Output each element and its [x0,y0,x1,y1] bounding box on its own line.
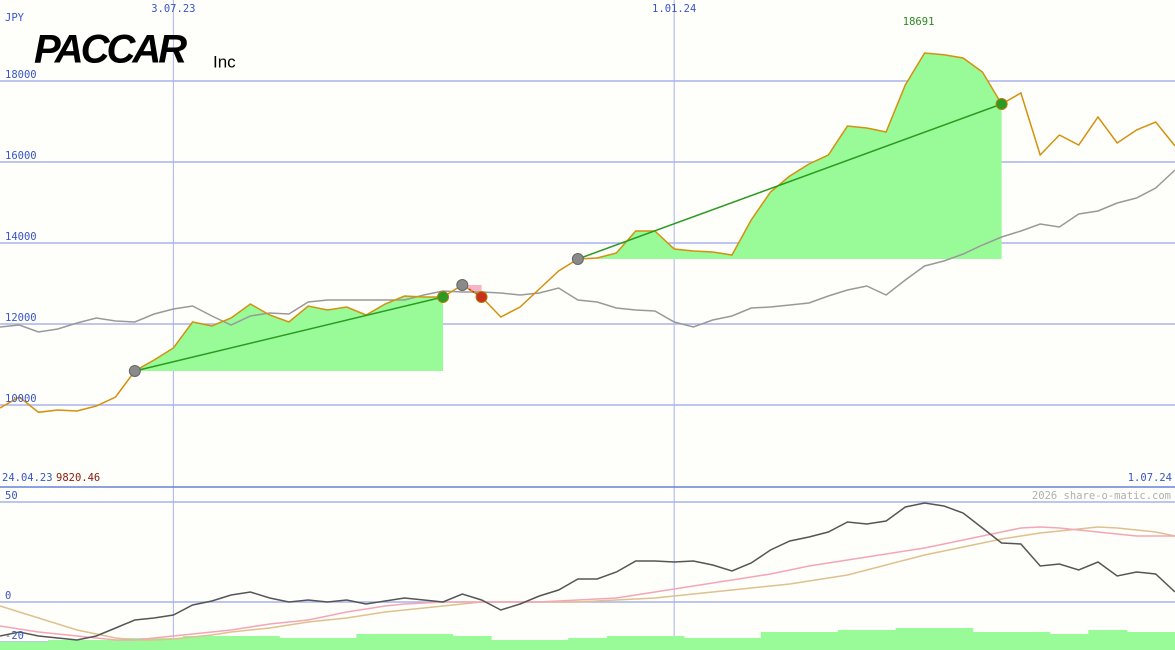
volume-bar [1126,632,1147,650]
volume-bar [972,632,993,650]
volume-bar [375,634,396,650]
volume-bar [144,638,165,650]
volume-bar [414,634,434,650]
min-label: 9820.46 [56,472,100,484]
volume-bar [587,638,608,650]
volume-bar [568,638,588,650]
volume-bar [683,638,704,650]
volume-bar [818,632,839,650]
credit: 2026 share-o-matic.com [1032,490,1171,502]
volume-bar [895,628,916,650]
volume-bar [1088,630,1109,650]
trade-area [577,53,1002,259]
volume-bar [86,640,107,650]
line-series [0,502,1175,641]
y-tick-label: 50 [5,490,18,502]
volume-bar [606,636,627,650]
y-tick-label: 14000 [5,231,37,243]
volume-bar [240,636,261,650]
plot [0,52,1175,650]
volume-bar [491,640,511,650]
y-tick-label: 18000 [5,69,37,81]
volume-bar [780,632,800,650]
volume-bar [510,640,531,650]
volume-bar [914,628,935,650]
volume-bar [317,638,338,650]
volume-bar [741,638,762,650]
volume-bar [529,640,550,650]
line-series [0,52,1175,414]
volume-bar [433,634,454,650]
volume-bar [260,636,280,650]
volume-bar [67,640,88,650]
max-label: 18691 [903,16,935,28]
volume-bar [760,632,781,650]
volume-bar [202,636,223,650]
line-series [0,526,1175,641]
y-tick-label: 16000 [5,150,37,162]
volume-bar [356,634,377,650]
volume-bar [298,638,319,650]
x-tick-label: 24.04.23 [2,472,53,484]
volume-bar [1030,632,1051,650]
volume-bar [48,640,68,650]
volume-bar [953,628,974,650]
volume-bar [221,636,242,650]
volume-bar [664,636,685,650]
trade-entry [128,364,141,377]
y-tick-label: -20 [5,630,24,642]
volume-bar [934,628,954,650]
logo-suffix: Inc [213,52,236,71]
x-tick-label: 3.07.23 [151,3,195,15]
volume-bar [471,636,492,650]
volume-bar [105,640,126,650]
y-tick-label: 0 [5,590,11,602]
trade-entry [571,252,584,265]
volume-bar [125,638,145,650]
volume-bar [394,634,415,650]
volume-bar [626,636,646,650]
trade-line [134,296,444,372]
trade-exit [437,290,450,303]
unit: JPY [5,12,25,24]
trade-entry [456,278,469,291]
volume-bar [9,642,30,650]
trade-line [577,103,1002,260]
line-series [0,169,1175,333]
volume-bar [799,632,820,650]
x-tick-label: 1.01.24 [652,3,696,15]
y-tick-label: 12000 [5,312,37,324]
volume-bar [182,636,203,650]
volume-bar [857,630,877,650]
x-tick-label: 1.07.24 [1128,472,1172,484]
volume-bar [1011,632,1032,650]
volume-bar [28,642,49,650]
volume-bar [1049,634,1070,650]
y-tick-label: 10000 [5,393,37,405]
volume-bar [337,638,357,650]
trade-exit [475,290,488,303]
volume-bar [452,636,473,650]
volume-bar [0,642,11,650]
volume-bar [1107,630,1128,650]
volume-bar [645,636,666,650]
volume-bar [548,640,569,650]
line-series [0,526,1175,641]
volume-bar [876,630,897,650]
volume-bar [163,638,184,650]
volume-bar [992,632,1012,650]
logo: PACCAR [34,28,187,72]
volume-bar [1165,632,1175,650]
volume-bar [837,630,858,650]
volume-bar [703,638,723,650]
volume-bar [1146,632,1166,650]
volume-bar [722,638,743,650]
volume-bar [1069,634,1089,650]
volume-bar [279,638,300,650]
trade-exit [995,98,1008,111]
